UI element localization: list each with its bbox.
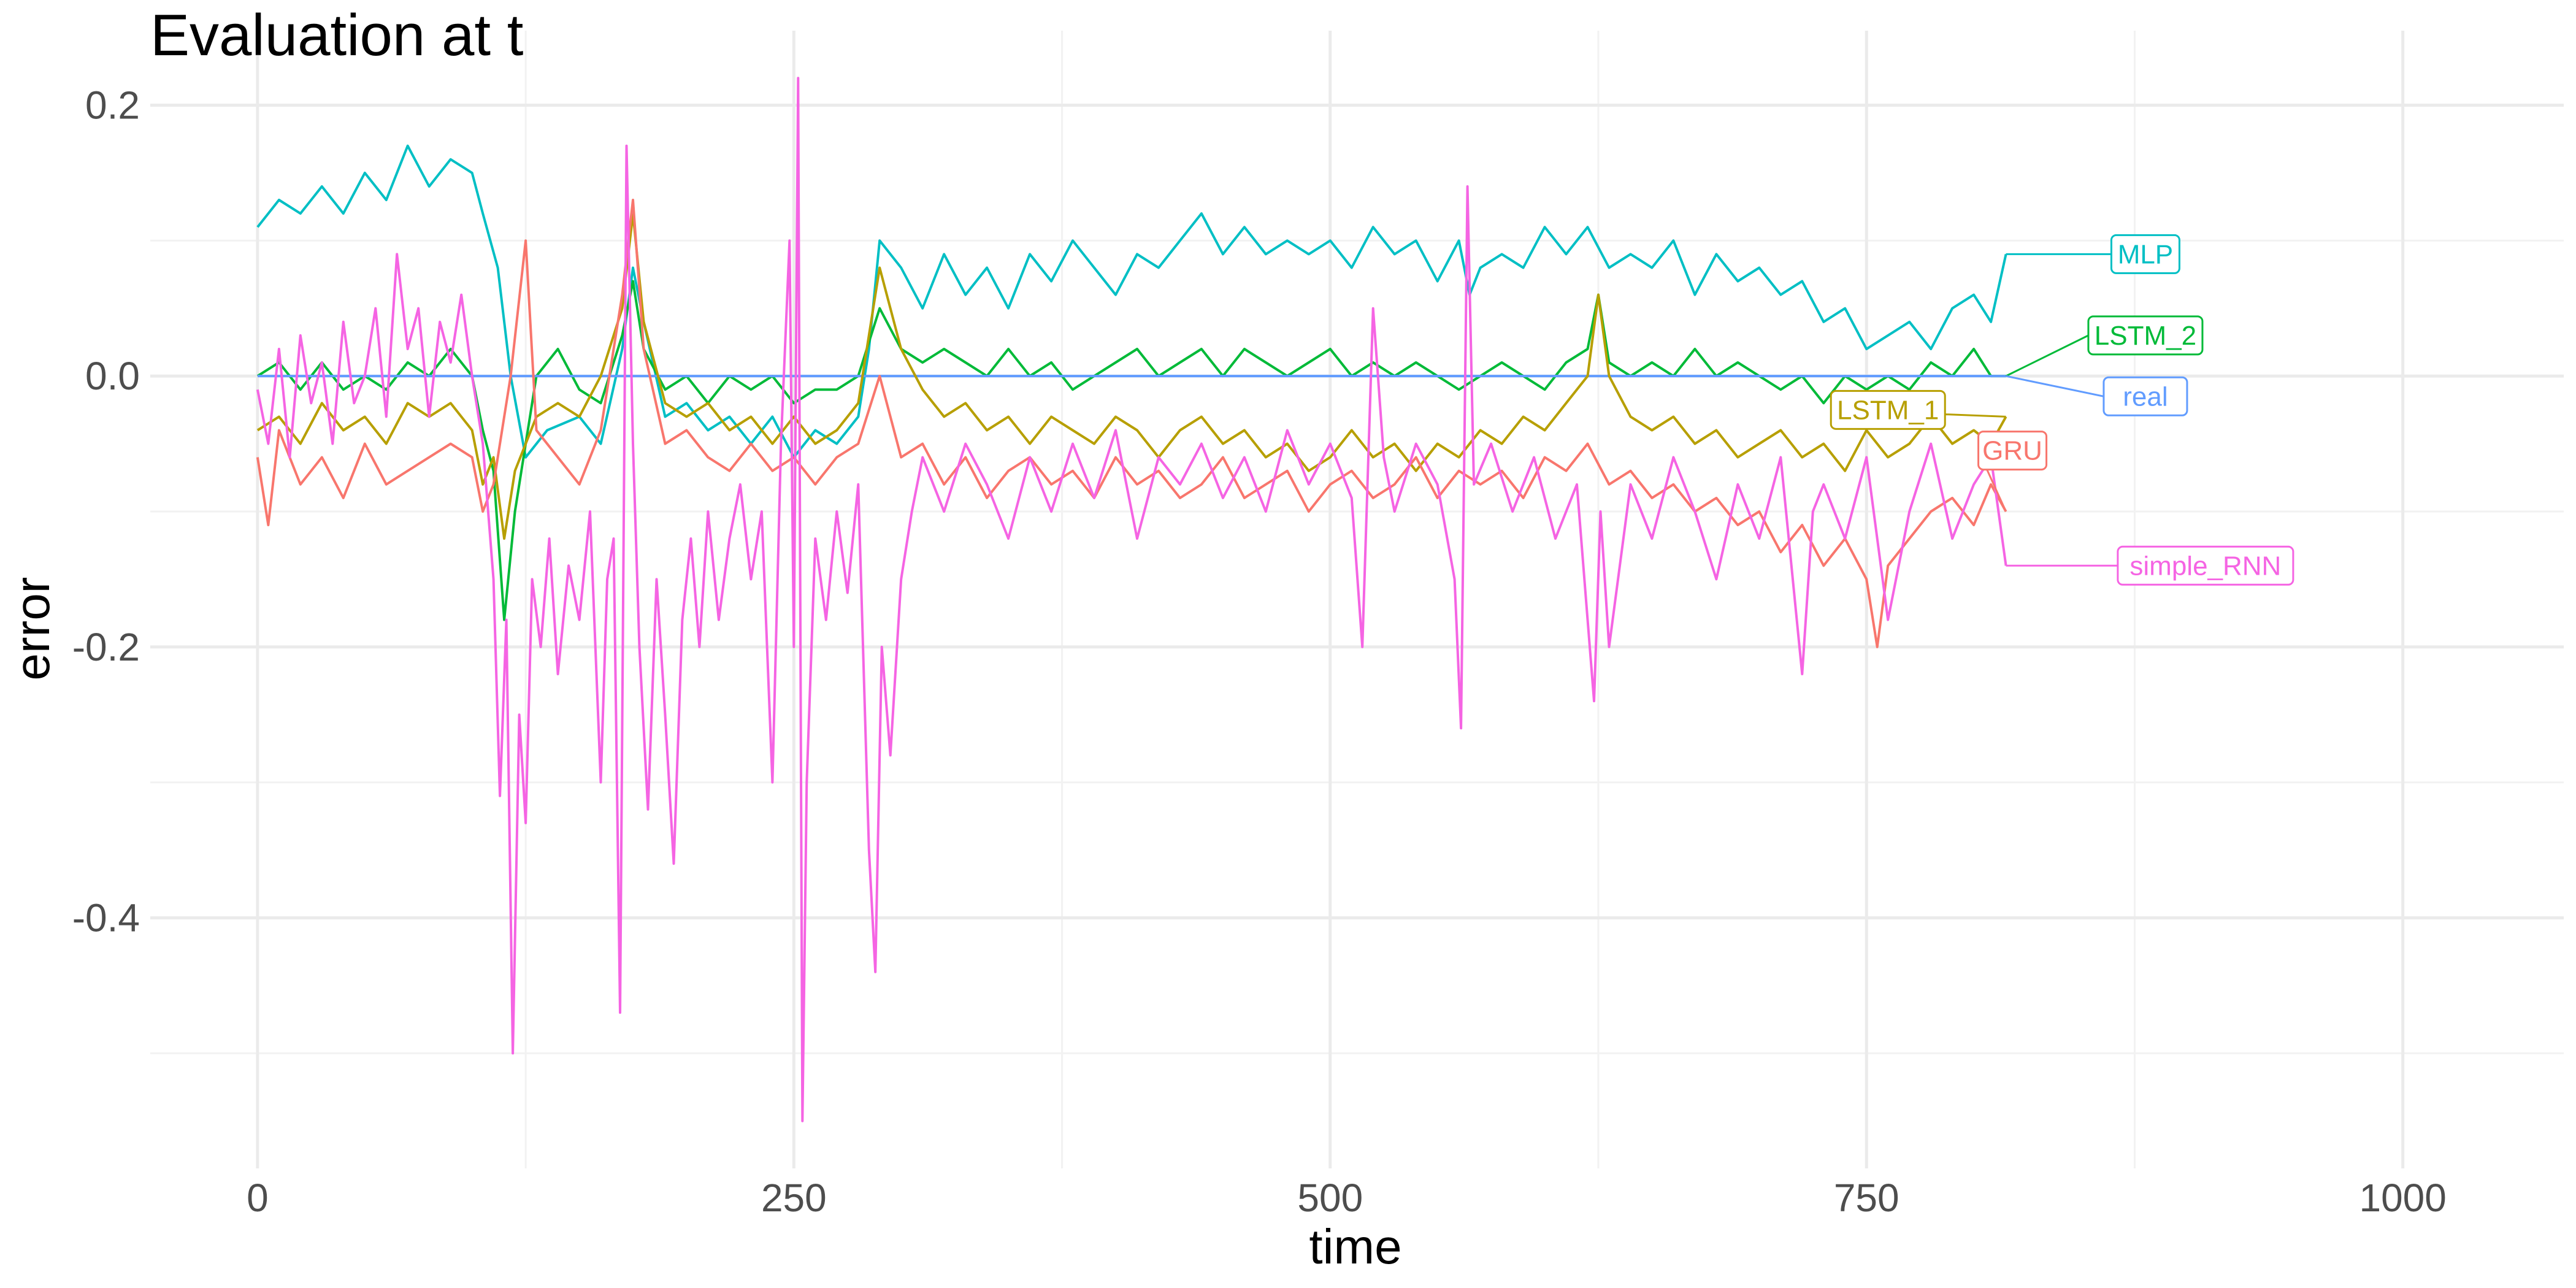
series-label-box	[1830, 389, 1946, 430]
grid-minor	[150, 31, 2564, 1168]
series-label-text: MLP	[2118, 239, 2173, 269]
series-label-leader	[2005, 334, 2089, 377]
chart-title: Evaluation at t	[150, 2, 523, 68]
series-line-mlp	[256, 144, 2007, 459]
series-label-text: LSTM_1	[1837, 395, 1939, 425]
series-label-box	[1977, 431, 2048, 471]
series-lines	[256, 77, 2007, 1122]
series-label-lstm-2: LSTM_2	[2005, 315, 2204, 377]
series-label-box	[2110, 234, 2180, 274]
x-axis-ticks: 0 250 500 750 1000	[247, 1176, 2447, 1220]
x-tick-label: 250	[761, 1176, 827, 1220]
y-tick-label: 0.0	[85, 354, 140, 398]
series-label-text: GRU	[1982, 436, 2042, 466]
grid-major	[150, 31, 2564, 1168]
series-line-lstm-1	[256, 212, 2007, 540]
series-label-leader	[2006, 375, 2104, 397]
series-label-box	[2103, 376, 2188, 416]
series-label-real: real	[2006, 375, 2188, 416]
x-tick-label: 500	[1297, 1176, 1363, 1220]
x-tick-label: 750	[1834, 1176, 1899, 1220]
series-label-simple-rnn: simple_RNN	[2006, 545, 2294, 586]
series-label-box	[2117, 545, 2294, 586]
series-label-text: LSTM_2	[2095, 321, 2196, 351]
x-tick-label: 0	[247, 1176, 269, 1220]
x-axis-title: time	[1309, 1219, 1401, 1274]
series-label-box	[2087, 315, 2204, 356]
y-axis-ticks: -0.4 -0.2 0.0 0.2	[72, 83, 140, 940]
series-label-gru: GRU	[1977, 431, 2048, 512]
series-label-text: real	[2123, 381, 2168, 412]
series-line-lstm-2	[256, 280, 2006, 621]
y-tick-label: -0.2	[72, 625, 140, 669]
series-label-mlp: MLP	[2006, 234, 2180, 274]
x-tick-label: 1000	[2359, 1176, 2446, 1220]
series-line-gru	[256, 199, 2007, 648]
y-axis-title: error	[5, 577, 59, 681]
series-line-simple-rnn	[256, 77, 2007, 1122]
y-tick-label: -0.4	[72, 895, 140, 940]
y-tick-label: 0.2	[85, 83, 140, 127]
series-label-lstm-1: LSTM_1	[1830, 389, 2006, 430]
series-label-text: simple_RNN	[2129, 551, 2281, 581]
